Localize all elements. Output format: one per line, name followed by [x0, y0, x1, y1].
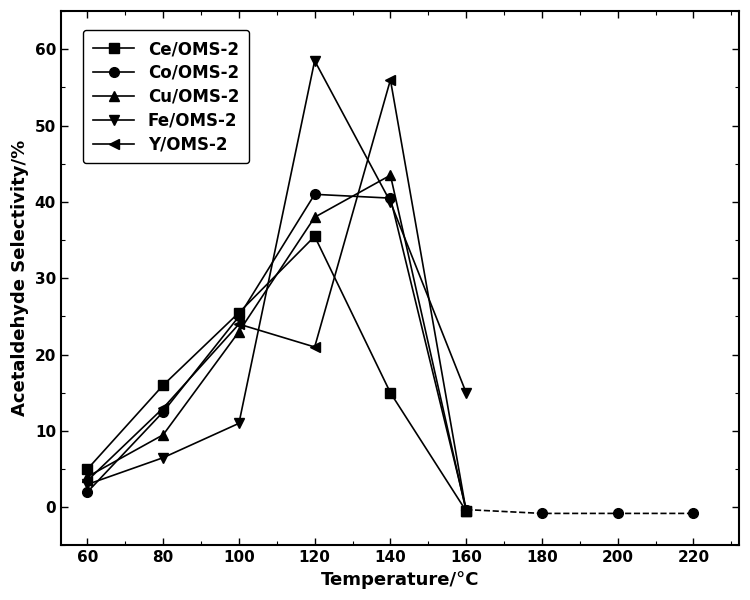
Ce/OMS-2	[310, 233, 320, 240]
Y-axis label: Acetaldehyde Selectivity/%: Acetaldehyde Selectivity/%	[11, 140, 29, 416]
Ce/OMS-2	[83, 466, 92, 473]
Line: Cu/OMS-2: Cu/OMS-2	[82, 170, 471, 516]
Line: Ce/OMS-2: Ce/OMS-2	[82, 232, 471, 516]
Y/OMS-2	[159, 404, 168, 412]
Line: Fe/OMS-2: Fe/OMS-2	[82, 56, 471, 489]
Y/OMS-2	[462, 508, 471, 515]
Y/OMS-2	[310, 343, 320, 350]
X-axis label: Temperature/°C: Temperature/°C	[321, 571, 479, 589]
Y/OMS-2	[386, 76, 395, 83]
Fe/OMS-2	[235, 420, 244, 427]
Y/OMS-2	[235, 320, 244, 328]
Y/OMS-2	[83, 477, 92, 484]
Cu/OMS-2	[310, 214, 320, 221]
Cu/OMS-2	[462, 508, 471, 515]
Fe/OMS-2	[310, 57, 320, 64]
Cu/OMS-2	[386, 172, 395, 179]
Ce/OMS-2	[462, 508, 471, 515]
Line: Y/OMS-2: Y/OMS-2	[82, 75, 471, 516]
Ce/OMS-2	[386, 389, 395, 397]
Ce/OMS-2	[159, 382, 168, 389]
Fe/OMS-2	[462, 389, 471, 397]
Cu/OMS-2	[159, 431, 168, 439]
Fe/OMS-2	[83, 481, 92, 488]
Fe/OMS-2	[386, 199, 395, 206]
Ce/OMS-2	[235, 309, 244, 316]
Cu/OMS-2	[235, 328, 244, 335]
Cu/OMS-2	[83, 473, 92, 481]
Fe/OMS-2	[159, 454, 168, 461]
Legend: Ce/OMS-2, Co/OMS-2, Cu/OMS-2, Fe/OMS-2, Y/OMS-2: Ce/OMS-2, Co/OMS-2, Cu/OMS-2, Fe/OMS-2, …	[82, 30, 249, 163]
